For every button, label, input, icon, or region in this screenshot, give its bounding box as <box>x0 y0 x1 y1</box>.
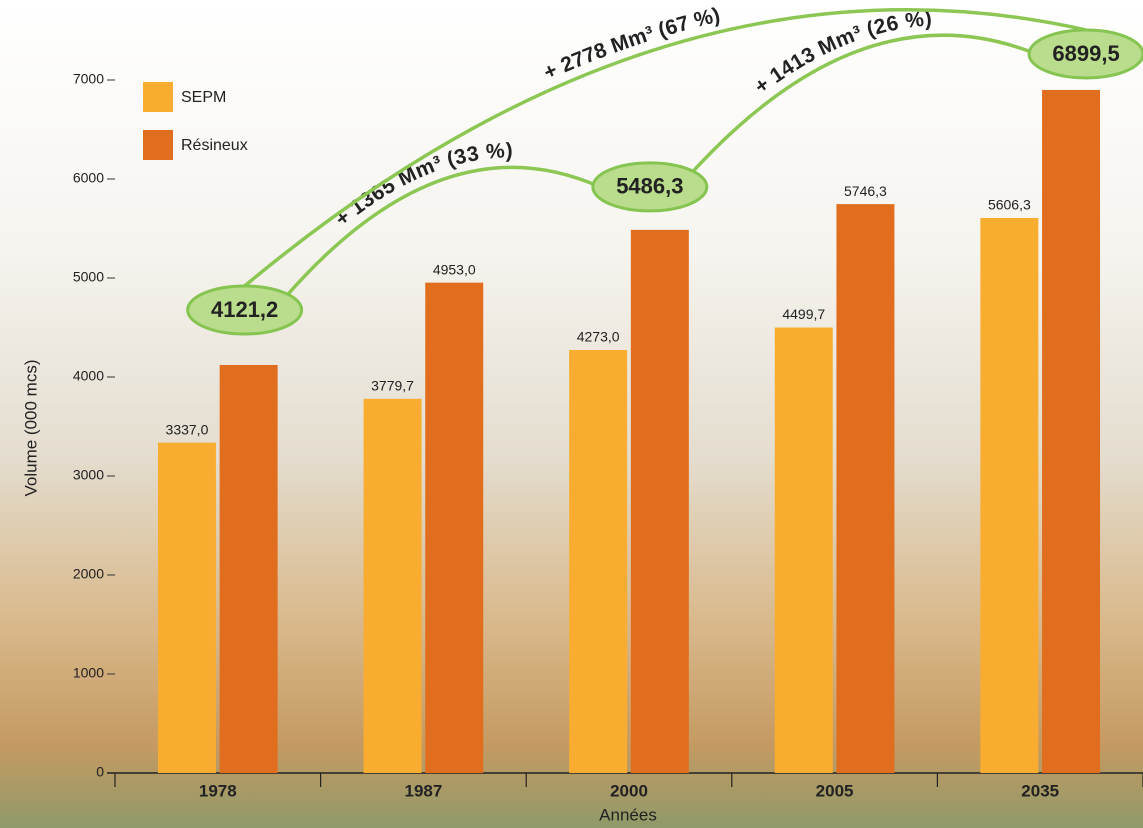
bar <box>775 328 833 773</box>
y-tick-label: 6000 <box>73 170 104 186</box>
value-label: 6899,5 <box>1052 41 1119 66</box>
x-tick-label: 2005 <box>816 781 854 800</box>
y-axis-label: Volume (000 mcs) <box>21 360 40 497</box>
value-label: 4273,0 <box>577 329 620 345</box>
value-label: 4499,7 <box>782 306 825 322</box>
y-tick-label: 0 <box>96 764 104 780</box>
y-tick-label: 3000 <box>73 467 104 483</box>
y-tick-label: 4000 <box>73 368 104 384</box>
legend-swatch <box>143 82 173 112</box>
y-tick-label: 1000 <box>73 665 104 681</box>
value-label: 4121,2 <box>211 297 278 322</box>
value-label: 5606,3 <box>988 197 1031 213</box>
bar <box>569 350 627 773</box>
legend-swatch <box>143 130 173 160</box>
bar <box>980 218 1038 773</box>
legend-label: Résineux <box>181 137 248 154</box>
value-label: 5486,3 <box>616 174 683 199</box>
y-tick-label: 2000 <box>73 566 104 582</box>
x-tick-label: 1987 <box>404 781 442 800</box>
x-axis-label: Années <box>599 805 657 824</box>
bar <box>158 443 216 773</box>
bar <box>220 365 278 773</box>
x-tick-label: 2035 <box>1021 781 1059 800</box>
bar <box>836 204 894 773</box>
bar <box>1042 90 1100 773</box>
bar <box>364 399 422 773</box>
bar <box>425 283 483 773</box>
y-tick-label: 7000 <box>73 71 104 87</box>
x-tick-label: 1978 <box>199 781 237 800</box>
bar <box>631 230 689 773</box>
chart: Volume (000 mcs) Années 0 1000 2000 3000 400… <box>0 0 1143 828</box>
value-label: 3779,7 <box>371 378 414 394</box>
y-tick-label: 5000 <box>73 269 104 285</box>
x-tick-label: 2000 <box>610 781 648 800</box>
value-label: 4953,0 <box>433 261 476 277</box>
legend-label: SEPM <box>181 89 226 106</box>
value-label: 5746,3 <box>844 183 887 199</box>
value-label: 3337,0 <box>166 421 209 437</box>
